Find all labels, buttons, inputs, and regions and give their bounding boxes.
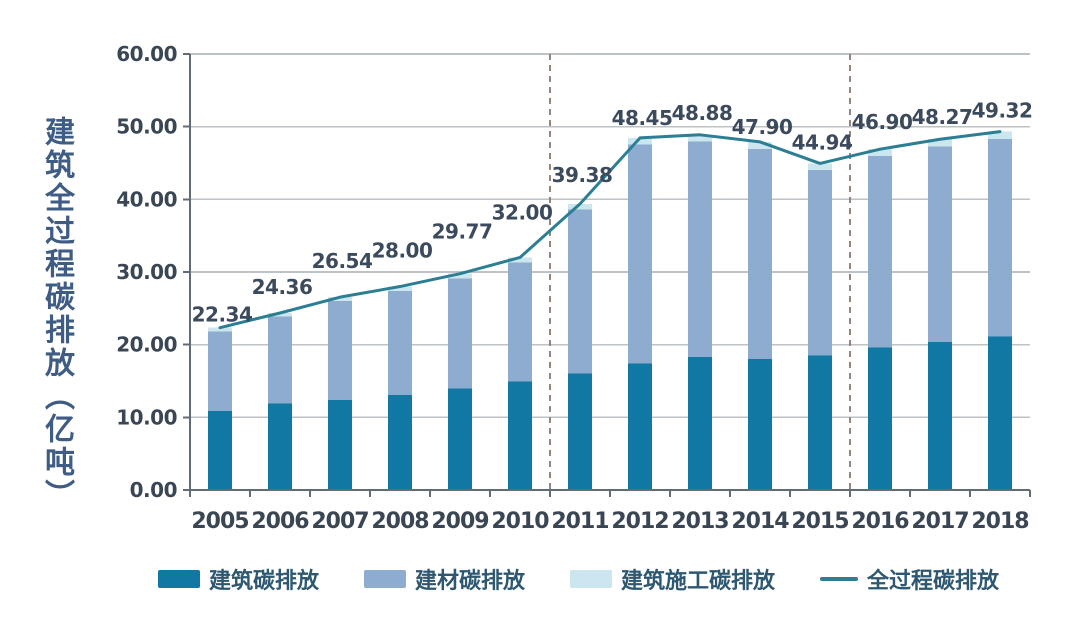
legend-color-swatch [570, 570, 613, 588]
bar-segment-2005 [208, 327, 232, 332]
x-label-2013: 2013 [671, 509, 728, 534]
value-label-2007: 26.54 [312, 249, 373, 273]
bar-segment-2015 [808, 163, 832, 170]
bar-segment-2016 [868, 347, 892, 490]
value-label-2018: 49.32 [972, 99, 1033, 123]
bar-segment-2008 [388, 290, 412, 395]
y-axis-title: 建筑全过程碳排放（亿吨） [39, 116, 74, 512]
bar-segment-2018 [988, 138, 1012, 337]
legend-label: 建材碳排放 [415, 569, 526, 594]
legend-label: 全过程碳排放 [867, 569, 1000, 594]
bar-segment-2017 [928, 146, 952, 342]
y-tick-label-60: 60.00 [116, 42, 177, 66]
bar-segment-2011 [568, 373, 592, 490]
bar-segment-2013 [688, 141, 712, 358]
bar-segment-2018 [988, 336, 1012, 490]
bar-segment-2015 [808, 169, 832, 356]
legend-label: 建筑碳排放 [209, 569, 320, 594]
bar-segment-2011 [568, 209, 592, 374]
x-label-2015: 2015 [791, 509, 848, 534]
bar-segment-2005 [208, 410, 232, 490]
bar-segment-2012 [628, 137, 652, 145]
bar-segment-2005 [208, 331, 232, 411]
y-tick-label-40: 40.00 [116, 187, 177, 211]
x-label-2012: 2012 [611, 509, 668, 534]
y-tick-label-50: 50.00 [116, 115, 177, 139]
bar-segment-2014 [748, 148, 772, 360]
value-label-2005: 22.34 [192, 303, 253, 327]
y-tick-label-10: 10.00 [116, 405, 177, 429]
bar-segment-2017 [928, 139, 952, 147]
bar-segment-2011 [568, 203, 592, 210]
chart-legend: 建筑碳排放 建材碳排放 建筑施工碳排放 全过程碳排放 [158, 563, 1038, 595]
y-tick-label-0: 0.00 [130, 478, 177, 502]
x-label-2006: 2006 [251, 509, 309, 534]
x-label-2007: 2007 [311, 509, 368, 534]
bar-segment-2010 [508, 262, 532, 382]
bar-segment-2017 [928, 341, 952, 490]
value-label-2006: 24.36 [252, 275, 313, 299]
bar-segment-2006 [268, 312, 292, 317]
bar-segment-2012 [628, 363, 652, 490]
value-label-2011: 39.38 [552, 163, 613, 187]
bar-segment-2008 [388, 394, 412, 490]
x-label-2018: 2018 [971, 509, 1028, 534]
bar-segment-2014 [748, 141, 772, 149]
x-label-2016: 2016 [851, 509, 909, 534]
value-label-2010: 32.00 [492, 200, 553, 224]
x-label-2017: 2017 [911, 509, 968, 534]
y-tick-label-30: 30.00 [116, 260, 177, 284]
value-label-2012: 48.45 [612, 106, 673, 130]
y-tick-label-20: 20.00 [116, 333, 177, 357]
bar-segment-2018 [988, 131, 1012, 139]
x-label-2009: 2009 [431, 509, 488, 534]
value-label-2008: 28.00 [372, 239, 433, 263]
bar-segment-2010 [508, 257, 532, 263]
bar-segment-2012 [628, 144, 652, 364]
legend-label: 建筑施工碳排放 [621, 569, 776, 594]
bar-segment-2006 [268, 316, 292, 404]
total-line [218, 130, 1002, 330]
bar-segment-2009 [448, 388, 472, 490]
bar-segment-2016 [868, 156, 892, 348]
bar-segment-2009 [448, 278, 472, 389]
legend-line-symbol [820, 577, 859, 581]
bar-segment-2013 [688, 357, 712, 490]
x-label-2014: 2014 [731, 509, 789, 534]
x-label-2008: 2008 [371, 509, 428, 534]
legend-item: 全过程碳排放 [820, 563, 999, 595]
bar-segment-2007 [328, 399, 352, 490]
legend-item: 建筑碳排放 [158, 563, 319, 595]
bar-segment-2006 [268, 403, 292, 490]
value-label-2016: 46.90 [852, 110, 913, 134]
bar-segment-2014 [748, 359, 772, 490]
bar-segment-2015 [808, 355, 832, 490]
bar-segment-2007 [328, 301, 352, 400]
value-label-2009: 29.77 [432, 220, 493, 244]
value-label-2017: 48.27 [912, 105, 973, 129]
value-label-2013: 48.88 [672, 101, 733, 125]
bar-segment-2009 [448, 273, 472, 279]
x-label-2005: 2005 [191, 509, 248, 534]
x-label-2010: 2010 [491, 509, 549, 534]
legend-color-swatch [364, 570, 407, 588]
legend-item: 建材碳排放 [364, 563, 525, 595]
bar-segment-2007 [328, 297, 352, 302]
bar-segment-2008 [388, 286, 412, 291]
legend-color-swatch [158, 570, 200, 588]
bar-segment-2013 [688, 134, 712, 142]
legend-item: 建筑施工碳排放 [570, 563, 775, 595]
value-label-2014: 47.90 [732, 115, 793, 139]
value-label-2015: 44.94 [792, 130, 853, 154]
bar-segment-2010 [508, 381, 532, 490]
bar-segment-2016 [868, 149, 892, 157]
x-label-2011: 2011 [551, 509, 608, 534]
